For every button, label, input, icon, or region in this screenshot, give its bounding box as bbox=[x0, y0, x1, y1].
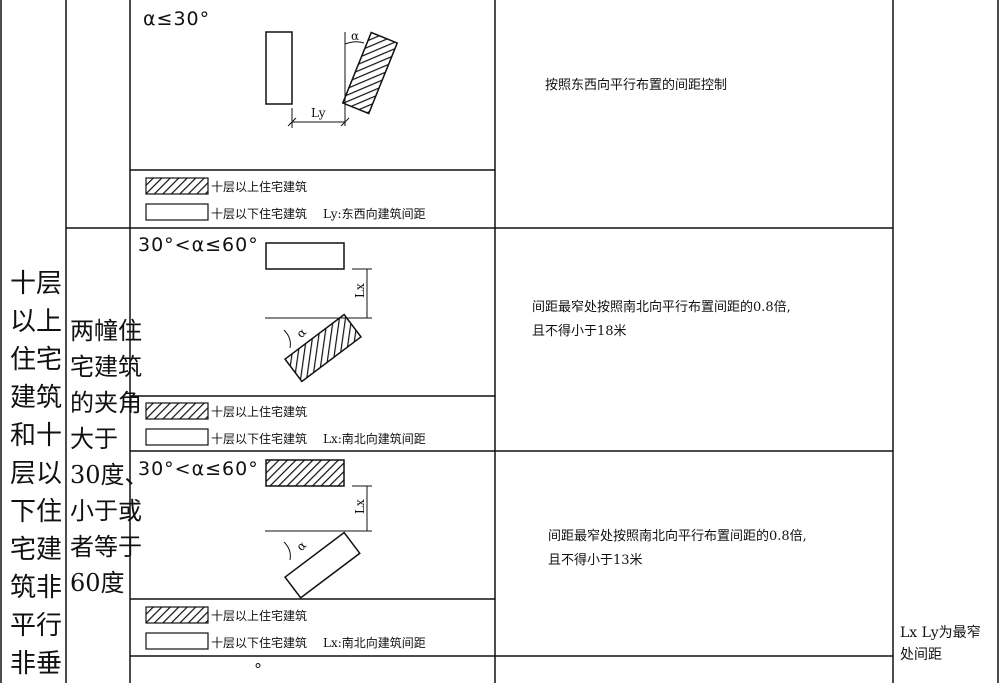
category-label: 十层 以上 住宅 建筑 和十 层以 下住 宅建 筑非 平行 非垂 bbox=[10, 265, 62, 683]
spacing-dimension-label: Lx bbox=[353, 283, 367, 298]
subcategory-line: 者等于 bbox=[70, 533, 142, 561]
rule-line: 且不得小于18米 bbox=[532, 324, 627, 339]
alpha-symbol: α bbox=[351, 29, 359, 43]
legend-spacing: Lx:南北向建筑间距 bbox=[323, 432, 426, 446]
spacing-rule: 间距最窄处按照南北向平行布置间距的0.8倍, 且不得小于18米 bbox=[532, 296, 791, 344]
legend-spacing: Ly:东西向建筑间距 bbox=[323, 207, 426, 221]
legend-spacing: Lx:南北向建筑间距 bbox=[323, 636, 426, 650]
note-line: 处间距 bbox=[900, 647, 942, 663]
category-line: 宅建 bbox=[10, 535, 63, 565]
plain-swatch bbox=[145, 632, 209, 650]
low-rise-building bbox=[265, 242, 345, 270]
legend-low-rise: 十层以下住宅建筑 bbox=[211, 207, 308, 221]
category-line: 平行 bbox=[10, 611, 63, 641]
subcategory-line: 30度、 bbox=[70, 461, 149, 489]
angled-high-low-diagram: α Lx bbox=[265, 242, 372, 383]
angle-condition-label: 30°<α≤60° bbox=[138, 458, 259, 480]
partial-row-mark: ° bbox=[254, 660, 262, 679]
angle-condition-label: α≤30° bbox=[143, 8, 211, 30]
plain-swatch bbox=[145, 428, 209, 446]
hatched-swatch bbox=[145, 606, 209, 624]
subcategory-line: 大于 bbox=[70, 425, 118, 453]
hatched-swatch bbox=[145, 402, 209, 420]
alpha-symbol: α bbox=[294, 538, 310, 554]
legend-swatches bbox=[145, 606, 209, 650]
subcategory-label: 两幢住 宅建筑 的夹角 大于 30度、 小于或 者等于 60度 bbox=[70, 313, 149, 601]
legend-swatches bbox=[145, 402, 209, 446]
note-line: Lx Ly为最窄 bbox=[900, 625, 981, 641]
low-rise-building bbox=[283, 531, 361, 599]
rule-line: 且不得小于13米 bbox=[548, 553, 643, 568]
plain-swatch bbox=[145, 203, 209, 221]
subcategory-line: 的夹角 bbox=[70, 389, 142, 417]
rule-line: 间距最窄处按照南北向平行布置间距的0.8倍, bbox=[532, 300, 791, 315]
subcategory-line: 60度 bbox=[70, 569, 125, 597]
alpha-symbol: α bbox=[294, 325, 310, 341]
angled-low-high-diagram: α Lx bbox=[265, 459, 372, 599]
spacing-dimension-label: Lx bbox=[353, 499, 367, 514]
legend-high-rise: 十层以上住宅建筑 bbox=[211, 180, 308, 194]
category-line: 筑非 bbox=[10, 573, 63, 603]
subcategory-line: 小于或 bbox=[70, 497, 142, 525]
category-line: 层以 bbox=[10, 459, 63, 489]
subcategory-line: 宅建筑 bbox=[70, 353, 142, 381]
category-line: 十层 bbox=[10, 269, 63, 299]
hatched-swatch bbox=[145, 177, 209, 195]
category-line: 以上 bbox=[10, 307, 63, 337]
subcategory-line: 两幢住 bbox=[70, 317, 142, 345]
high-rise-building bbox=[265, 459, 345, 487]
low-rise-building bbox=[265, 31, 293, 105]
legend-high-rise: 十层以上住宅建筑 bbox=[211, 609, 308, 623]
rule-line: 间距最窄处按照南北向平行布置间距的0.8倍, bbox=[548, 529, 807, 544]
parallel-east-west-diagram: α Ly bbox=[265, 29, 399, 128]
spacing-note: Lx Ly为最窄 处间距 bbox=[900, 622, 981, 666]
high-rise-building bbox=[283, 313, 363, 383]
angle-condition-label: 30°<α≤60° bbox=[138, 234, 259, 256]
legend-swatches bbox=[145, 177, 209, 221]
category-line: 住宅 bbox=[10, 345, 63, 375]
high-rise-building bbox=[341, 31, 399, 115]
category-line: 建筑 bbox=[10, 383, 63, 413]
legend-low-rise: 十层以下住宅建筑 bbox=[211, 636, 308, 650]
spacing-rule: 间距最窄处按照南北向平行布置间距的0.8倍, 且不得小于13米 bbox=[548, 525, 807, 573]
legend-low-rise: 十层以下住宅建筑 bbox=[211, 432, 308, 446]
category-line: 下住 bbox=[10, 497, 63, 527]
spacing-dimension-label: Ly bbox=[311, 106, 326, 120]
category-line: 和十 bbox=[10, 421, 63, 451]
legend-high-rise: 十层以上住宅建筑 bbox=[211, 405, 308, 419]
rule-line: 按照东西向平行布置的间距控制 bbox=[545, 78, 728, 93]
category-line: 非垂 bbox=[10, 649, 63, 679]
spacing-rule: 按照东西向平行布置的间距控制 bbox=[545, 74, 727, 98]
